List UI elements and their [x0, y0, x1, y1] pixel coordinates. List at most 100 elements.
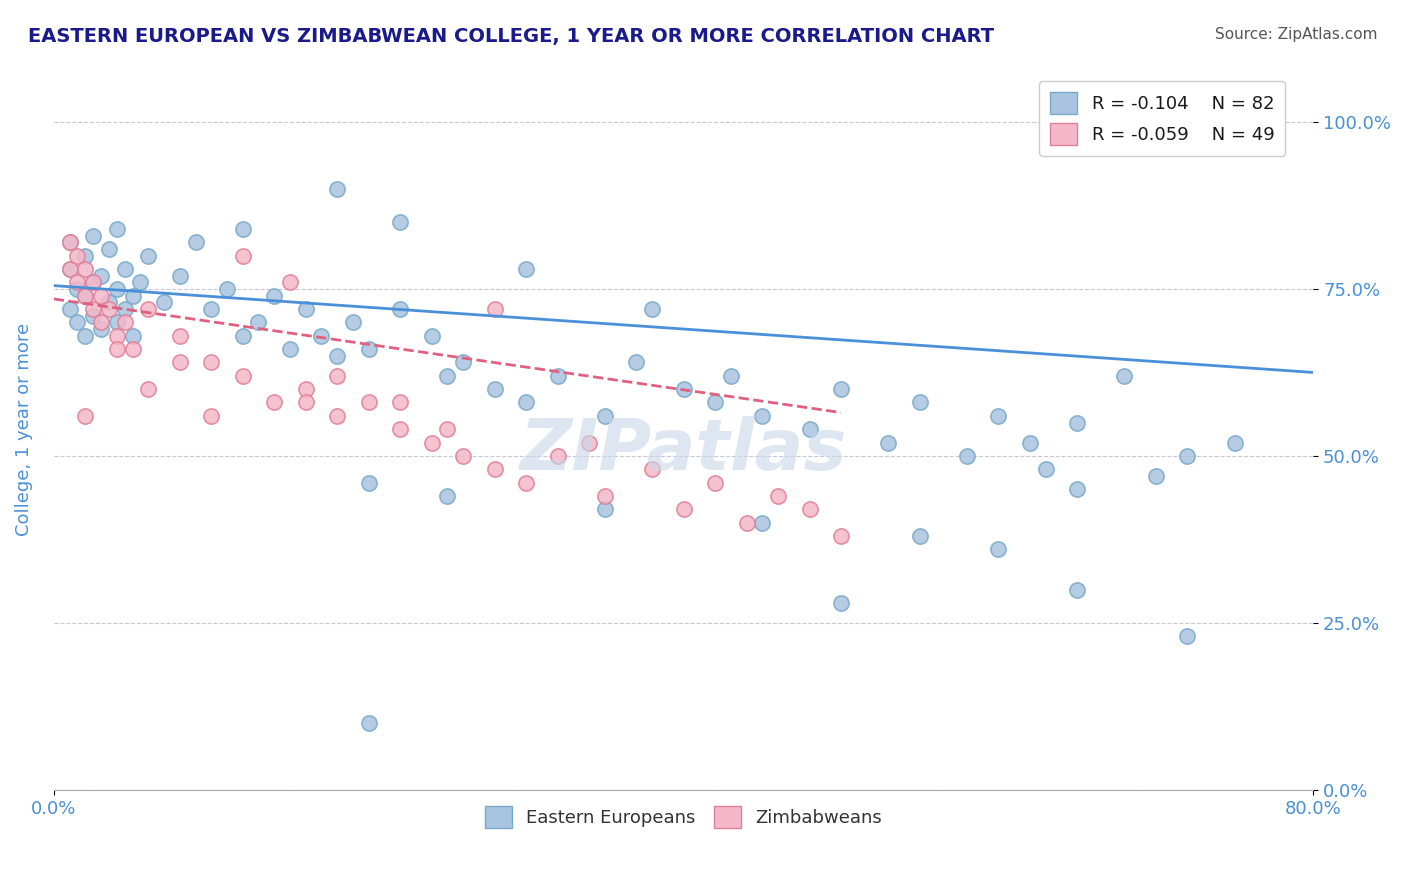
- Point: [1066, 416, 1088, 430]
- Point: [105, 342, 128, 356]
- Point: [58, 235, 80, 250]
- Point: [247, 315, 270, 329]
- Point: [184, 235, 207, 250]
- Point: [1223, 435, 1246, 450]
- Point: [593, 409, 616, 423]
- Point: [451, 355, 474, 369]
- Point: [66, 248, 89, 262]
- Point: [114, 315, 136, 329]
- Point: [420, 435, 443, 450]
- Point: [294, 301, 316, 316]
- Point: [105, 282, 128, 296]
- Point: [232, 248, 254, 262]
- Point: [1066, 483, 1088, 497]
- Point: [66, 315, 89, 329]
- Point: [484, 382, 506, 396]
- Text: ZIPatlas: ZIPatlas: [520, 417, 848, 485]
- Point: [97, 301, 120, 316]
- Point: [987, 409, 1010, 423]
- Point: [153, 295, 176, 310]
- Point: [436, 368, 458, 383]
- Point: [58, 235, 80, 250]
- Point: [720, 368, 742, 383]
- Point: [436, 422, 458, 436]
- Point: [1019, 435, 1042, 450]
- Point: [121, 328, 143, 343]
- Point: [263, 288, 285, 302]
- Point: [1114, 368, 1136, 383]
- Point: [342, 315, 364, 329]
- Point: [215, 282, 238, 296]
- Point: [66, 275, 89, 289]
- Point: [90, 268, 112, 283]
- Point: [169, 355, 191, 369]
- Point: [515, 261, 537, 276]
- Text: Source: ZipAtlas.com: Source: ZipAtlas.com: [1215, 27, 1378, 42]
- Point: [129, 275, 152, 289]
- Point: [82, 275, 104, 289]
- Point: [66, 282, 89, 296]
- Point: [326, 182, 349, 196]
- Point: [75, 409, 97, 423]
- Point: [114, 301, 136, 316]
- Point: [672, 382, 695, 396]
- Point: [515, 395, 537, 409]
- Point: [1035, 462, 1057, 476]
- Point: [389, 422, 412, 436]
- Point: [877, 435, 900, 450]
- Point: [58, 301, 80, 316]
- Point: [735, 516, 758, 530]
- Point: [232, 222, 254, 236]
- Point: [90, 322, 112, 336]
- Point: [200, 301, 222, 316]
- Point: [751, 409, 773, 423]
- Point: [515, 475, 537, 490]
- Point: [121, 342, 143, 356]
- Point: [75, 248, 97, 262]
- Point: [766, 489, 789, 503]
- Point: [987, 542, 1010, 557]
- Point: [1223, 115, 1246, 129]
- Text: EASTERN EUROPEAN VS ZIMBABWEAN COLLEGE, 1 YEAR OR MORE CORRELATION CHART: EASTERN EUROPEAN VS ZIMBABWEAN COLLEGE, …: [28, 27, 994, 45]
- Point: [232, 368, 254, 383]
- Point: [136, 248, 159, 262]
- Point: [830, 596, 852, 610]
- Point: [136, 301, 159, 316]
- Point: [908, 529, 931, 543]
- Point: [105, 222, 128, 236]
- Point: [451, 449, 474, 463]
- Point: [278, 275, 301, 289]
- Point: [200, 409, 222, 423]
- Point: [704, 475, 727, 490]
- Point: [169, 268, 191, 283]
- Point: [200, 355, 222, 369]
- Point: [1144, 469, 1167, 483]
- Point: [357, 395, 380, 409]
- Point: [90, 288, 112, 302]
- Point: [389, 301, 412, 316]
- Point: [578, 435, 600, 450]
- Point: [672, 502, 695, 516]
- Point: [75, 328, 97, 343]
- Point: [641, 462, 664, 476]
- Point: [593, 489, 616, 503]
- Point: [105, 328, 128, 343]
- Point: [97, 295, 120, 310]
- Point: [311, 328, 333, 343]
- Point: [420, 328, 443, 343]
- Point: [357, 475, 380, 490]
- Point: [389, 395, 412, 409]
- Point: [169, 328, 191, 343]
- Point: [326, 349, 349, 363]
- Legend: Eastern Europeans, Zimbabweans: Eastern Europeans, Zimbabweans: [478, 798, 890, 835]
- Point: [436, 489, 458, 503]
- Point: [58, 261, 80, 276]
- Point: [75, 288, 97, 302]
- Point: [82, 228, 104, 243]
- Point: [1175, 629, 1198, 643]
- Point: [294, 382, 316, 396]
- Point: [547, 368, 569, 383]
- Point: [136, 382, 159, 396]
- Point: [114, 261, 136, 276]
- Point: [82, 275, 104, 289]
